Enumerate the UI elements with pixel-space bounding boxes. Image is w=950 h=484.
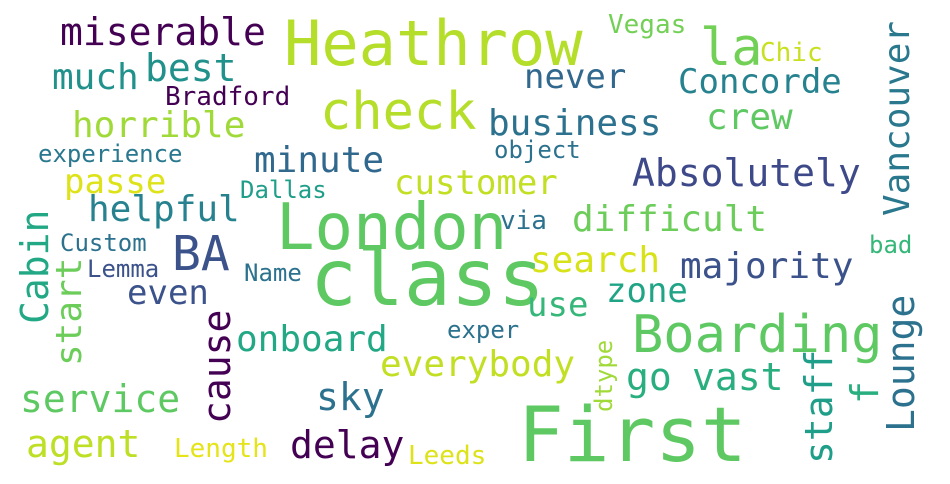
word-first: First <box>518 390 747 479</box>
word-start: start <box>49 257 90 366</box>
word-even: even <box>127 273 209 313</box>
word-class: class <box>310 234 545 324</box>
word-delay: delay <box>290 423 405 467</box>
word-horrible: horrible <box>72 105 246 146</box>
word-helpful: helpful <box>88 189 240 230</box>
word-heathrow: Heathrow <box>284 7 583 80</box>
word-zone: zone <box>606 271 688 311</box>
word-london: London <box>276 191 508 265</box>
word-go: go <box>626 355 672 399</box>
word-via: via <box>500 206 547 236</box>
word-object: object <box>494 136 581 164</box>
word-dallas: Dallas <box>240 176 327 204</box>
word-name: Name <box>244 259 302 287</box>
word-bradford: Bradford <box>165 82 291 112</box>
word-la: la <box>700 18 763 78</box>
word-use: use <box>527 285 589 325</box>
word-experience: experience <box>38 140 183 168</box>
word-search: search <box>530 240 661 281</box>
word-ba: BA <box>172 226 230 282</box>
word-onboard: onboard <box>236 319 388 360</box>
word-boarding: Boarding <box>632 305 883 365</box>
word-concorde: Concorde <box>678 62 842 102</box>
word-everybody: everybody <box>380 344 576 385</box>
word-business: business <box>488 103 662 144</box>
word-leeds: Leeds <box>408 441 487 471</box>
word-check: check <box>320 82 477 142</box>
word-dtype: dtype <box>590 339 618 412</box>
word-cause: cause <box>195 309 239 424</box>
word-crew: crew <box>706 97 793 138</box>
word-agent: agent <box>26 422 141 466</box>
word-customer: customer <box>394 163 558 203</box>
word-absolutely: Absolutely <box>632 151 861 195</box>
word-vast: vast <box>692 355 784 399</box>
word-staff: staff <box>797 349 841 464</box>
word-miserable: miserable <box>60 10 266 54</box>
word-custom: Custom <box>60 229 147 257</box>
word-exper: exper <box>447 316 520 344</box>
word-vegas: Vegas <box>608 10 687 40</box>
word-minute: minute <box>254 140 385 181</box>
word-vancouver: Vancouver <box>877 20 918 216</box>
word-sky: sky <box>316 375 385 419</box>
word-much: much <box>52 57 139 98</box>
word-majority: majority <box>680 246 854 287</box>
word-best: best <box>145 46 237 90</box>
word-chic: Chic <box>760 38 823 68</box>
word-difficult: difficult <box>572 199 768 240</box>
word-lemma: Lemma <box>87 255 160 283</box>
word-passe: passe <box>64 162 167 202</box>
word-service: service <box>20 377 181 421</box>
word-lounge: Lounge <box>879 294 923 432</box>
word-never: never <box>524 57 627 97</box>
word-bad: bad <box>869 231 913 259</box>
word-length: Length <box>174 434 268 464</box>
